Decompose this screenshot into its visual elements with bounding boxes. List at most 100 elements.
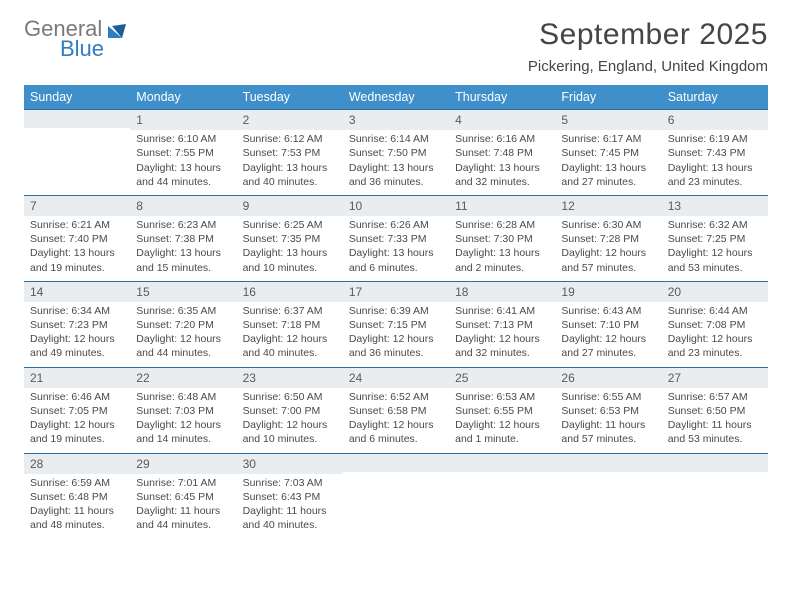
day-info: Sunrise: 6:53 AMSunset: 6:55 PMDaylight:… [449,388,555,453]
day-number: 29 [130,453,236,474]
day-info: Sunrise: 7:03 AMSunset: 6:43 PMDaylight:… [237,474,343,539]
sunrise-line: Sunrise: 6:59 AM [30,476,124,490]
calendar-cell: 14Sunrise: 6:34 AMSunset: 7:23 PMDayligh… [24,281,130,367]
sunrise-line: Sunrise: 6:23 AM [136,218,230,232]
day-number: 28 [24,453,130,474]
weekday-header: Sunday [24,85,130,109]
sunset-line: Sunset: 7:00 PM [243,404,337,418]
day-info: Sunrise: 6:14 AMSunset: 7:50 PMDaylight:… [343,130,449,195]
daylight-line: Daylight: 11 hours and 44 minutes. [136,504,230,532]
day-number: 14 [24,281,130,302]
calendar-cell: 2Sunrise: 6:12 AMSunset: 7:53 PMDaylight… [237,109,343,195]
day-number: 16 [237,281,343,302]
calendar-cell [555,453,661,539]
daylight-line: Daylight: 13 hours and 23 minutes. [668,161,762,189]
calendar-cell: 12Sunrise: 6:30 AMSunset: 7:28 PMDayligh… [555,195,661,281]
calendar-cell: 20Sunrise: 6:44 AMSunset: 7:08 PMDayligh… [662,281,768,367]
day-info: Sunrise: 6:46 AMSunset: 7:05 PMDaylight:… [24,388,130,453]
sunrise-line: Sunrise: 6:34 AM [30,304,124,318]
day-strip-empty [24,109,130,128]
sunrise-line: Sunrise: 6:37 AM [243,304,337,318]
calendar-cell: 18Sunrise: 6:41 AMSunset: 7:13 PMDayligh… [449,281,555,367]
calendar-cell [343,453,449,539]
calendar-cell [662,453,768,539]
daylight-line: Daylight: 13 hours and 32 minutes. [455,161,549,189]
day-number: 12 [555,195,661,216]
logo-line2: Blue [60,38,104,60]
calendar-row: 7Sunrise: 6:21 AMSunset: 7:40 PMDaylight… [24,195,768,281]
calendar-cell: 9Sunrise: 6:25 AMSunset: 7:35 PMDaylight… [237,195,343,281]
sunrise-line: Sunrise: 6:25 AM [243,218,337,232]
calendar-cell: 22Sunrise: 6:48 AMSunset: 7:03 PMDayligh… [130,367,236,453]
day-number: 8 [130,195,236,216]
sunset-line: Sunset: 7:45 PM [561,146,655,160]
calendar-row: 21Sunrise: 6:46 AMSunset: 7:05 PMDayligh… [24,367,768,453]
sunset-line: Sunset: 7:03 PM [136,404,230,418]
calendar-cell: 13Sunrise: 6:32 AMSunset: 7:25 PMDayligh… [662,195,768,281]
day-info: Sunrise: 6:37 AMSunset: 7:18 PMDaylight:… [237,302,343,367]
sunrise-line: Sunrise: 6:43 AM [561,304,655,318]
weekday-header: Monday [130,85,236,109]
day-info: Sunrise: 6:25 AMSunset: 7:35 PMDaylight:… [237,216,343,281]
header-bar: General Blue September 2025 Pickering, E… [24,18,768,75]
daylight-line: Daylight: 11 hours and 48 minutes. [30,504,124,532]
day-info: Sunrise: 6:59 AMSunset: 6:48 PMDaylight:… [24,474,130,539]
daylight-line: Daylight: 11 hours and 53 minutes. [668,418,762,446]
day-strip-empty [449,453,555,472]
calendar-cell: 23Sunrise: 6:50 AMSunset: 7:00 PMDayligh… [237,367,343,453]
day-info: Sunrise: 6:55 AMSunset: 6:53 PMDaylight:… [555,388,661,453]
sunset-line: Sunset: 7:55 PM [136,146,230,160]
daylight-line: Daylight: 13 hours and 6 minutes. [349,246,443,274]
weekday-header: Tuesday [237,85,343,109]
sunset-line: Sunset: 6:58 PM [349,404,443,418]
day-info: Sunrise: 6:10 AMSunset: 7:55 PMDaylight:… [130,130,236,195]
day-number: 19 [555,281,661,302]
day-number: 21 [24,367,130,388]
sunrise-line: Sunrise: 6:39 AM [349,304,443,318]
sunrise-line: Sunrise: 6:55 AM [561,390,655,404]
day-info: Sunrise: 6:12 AMSunset: 7:53 PMDaylight:… [237,130,343,195]
day-info: Sunrise: 6:32 AMSunset: 7:25 PMDaylight:… [662,216,768,281]
daylight-line: Daylight: 11 hours and 40 minutes. [243,504,337,532]
calendar-body: 1Sunrise: 6:10 AMSunset: 7:55 PMDaylight… [24,109,768,538]
calendar-cell: 26Sunrise: 6:55 AMSunset: 6:53 PMDayligh… [555,367,661,453]
page-title: September 2025 [528,18,768,52]
logo-text: General Blue [24,18,104,60]
calendar-cell: 21Sunrise: 6:46 AMSunset: 7:05 PMDayligh… [24,367,130,453]
day-strip-empty [343,453,449,472]
calendar-cell: 28Sunrise: 6:59 AMSunset: 6:48 PMDayligh… [24,453,130,539]
daylight-line: Daylight: 12 hours and 57 minutes. [561,246,655,274]
sunset-line: Sunset: 6:55 PM [455,404,549,418]
sunset-line: Sunset: 7:28 PM [561,232,655,246]
sunset-line: Sunset: 6:53 PM [561,404,655,418]
daylight-line: Daylight: 12 hours and 32 minutes. [455,332,549,360]
calendar-cell: 29Sunrise: 7:01 AMSunset: 6:45 PMDayligh… [130,453,236,539]
weekday-header: Saturday [662,85,768,109]
sunset-line: Sunset: 7:30 PM [455,232,549,246]
sunrise-line: Sunrise: 6:28 AM [455,218,549,232]
day-info: Sunrise: 6:41 AMSunset: 7:13 PMDaylight:… [449,302,555,367]
daylight-line: Daylight: 12 hours and 27 minutes. [561,332,655,360]
weekday-header: Wednesday [343,85,449,109]
day-number: 17 [343,281,449,302]
day-number: 23 [237,367,343,388]
day-info: Sunrise: 6:17 AMSunset: 7:45 PMDaylight:… [555,130,661,195]
day-number: 1 [130,109,236,130]
calendar-cell: 24Sunrise: 6:52 AMSunset: 6:58 PMDayligh… [343,367,449,453]
day-info: Sunrise: 6:30 AMSunset: 7:28 PMDaylight:… [555,216,661,281]
weekday-header-row: Sunday Monday Tuesday Wednesday Thursday… [24,85,768,109]
calendar-cell: 3Sunrise: 6:14 AMSunset: 7:50 PMDaylight… [343,109,449,195]
day-number: 13 [662,195,768,216]
daylight-line: Daylight: 12 hours and 6 minutes. [349,418,443,446]
sunrise-line: Sunrise: 6:53 AM [455,390,549,404]
daylight-line: Daylight: 13 hours and 2 minutes. [455,246,549,274]
day-info: Sunrise: 6:35 AMSunset: 7:20 PMDaylight:… [130,302,236,367]
day-info: Sunrise: 6:26 AMSunset: 7:33 PMDaylight:… [343,216,449,281]
weekday-header: Thursday [449,85,555,109]
day-info: Sunrise: 6:50 AMSunset: 7:00 PMDaylight:… [237,388,343,453]
calendar-row: 1Sunrise: 6:10 AMSunset: 7:55 PMDaylight… [24,109,768,195]
daylight-line: Daylight: 13 hours and 44 minutes. [136,161,230,189]
sunrise-line: Sunrise: 6:14 AM [349,132,443,146]
day-strip-empty [555,453,661,472]
day-number: 2 [237,109,343,130]
